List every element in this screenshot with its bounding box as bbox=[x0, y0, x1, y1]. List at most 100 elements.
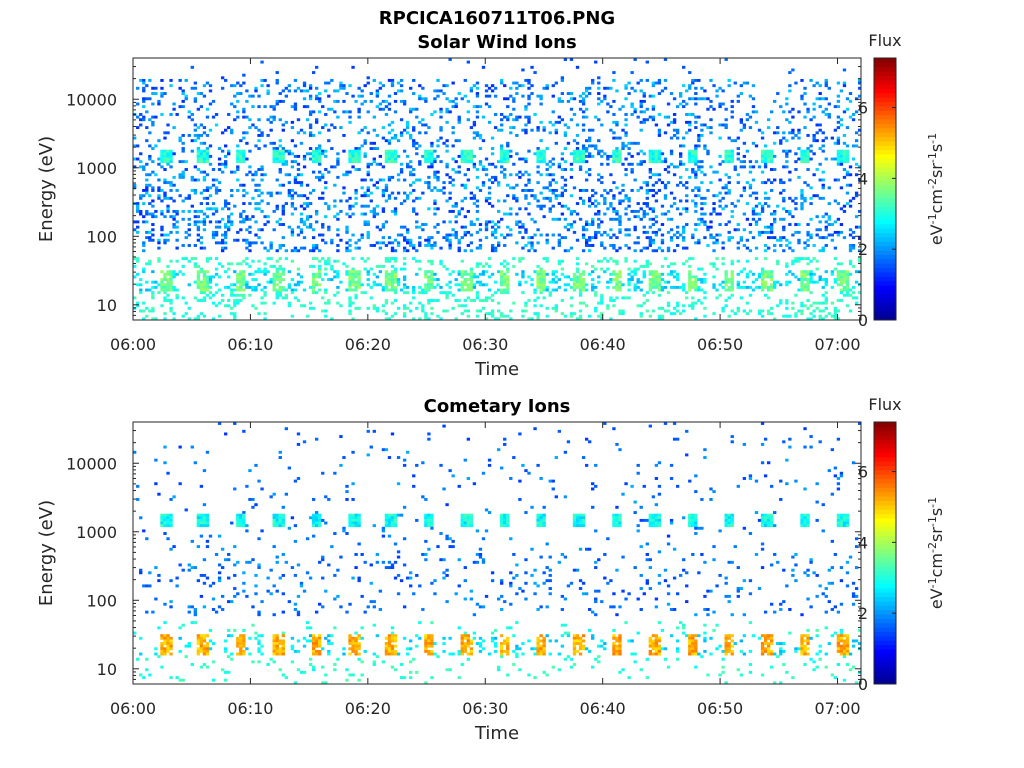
heatmap-cell bbox=[803, 115, 807, 119]
heatmap-cell bbox=[757, 128, 762, 132]
heatmap-cell bbox=[760, 278, 765, 281]
heatmap-cell bbox=[372, 209, 376, 213]
heatmap-cell bbox=[151, 293, 155, 297]
heatmap-cell bbox=[430, 149, 434, 153]
heatmap-cell bbox=[214, 283, 219, 287]
heatmap-cell bbox=[196, 220, 201, 224]
heatmap-cell bbox=[848, 199, 853, 203]
heatmap-cell bbox=[472, 299, 477, 302]
heatmap-cell bbox=[575, 317, 580, 321]
heatmap-cell bbox=[821, 178, 825, 182]
heatmap-cell bbox=[430, 157, 434, 161]
heatmap-cell bbox=[224, 223, 228, 226]
heatmap-cell bbox=[181, 141, 185, 145]
heatmap-cell bbox=[791, 233, 795, 237]
heatmap-cell bbox=[691, 257, 695, 261]
heatmap-cell bbox=[142, 194, 146, 198]
heatmap-cell bbox=[384, 189, 389, 192]
heatmap-cell bbox=[490, 181, 495, 185]
heatmap-cell bbox=[584, 288, 589, 292]
heatmap-cell bbox=[230, 189, 234, 192]
heatmap-cell bbox=[205, 157, 210, 161]
heatmap-cell bbox=[348, 312, 352, 316]
heatmap-cell bbox=[578, 149, 583, 153]
heatmap-cell bbox=[193, 99, 197, 103]
heatmap-cell bbox=[424, 152, 428, 156]
heatmap-cell bbox=[588, 314, 592, 318]
heatmap-cell bbox=[594, 309, 598, 313]
heatmap-cell bbox=[685, 89, 689, 93]
heatmap-cell bbox=[721, 89, 725, 93]
heatmap-cell bbox=[384, 272, 389, 276]
heatmap-cell bbox=[578, 278, 583, 281]
heatmap-cell bbox=[493, 280, 498, 284]
heatmap-cell bbox=[472, 285, 477, 289]
heatmap-cell bbox=[575, 160, 580, 164]
heatmap-cell bbox=[169, 149, 173, 153]
heatmap-cell bbox=[172, 217, 176, 221]
heatmap-cells bbox=[133, 422, 862, 685]
heatmap-cell bbox=[302, 157, 307, 161]
heatmap-cell bbox=[363, 139, 367, 143]
heatmap-cell bbox=[160, 189, 164, 192]
heatmap-cell bbox=[675, 244, 680, 247]
heatmap-cell bbox=[682, 105, 686, 109]
heatmap-cell bbox=[469, 196, 474, 200]
heatmap-cell bbox=[418, 244, 422, 247]
heatmap-cell bbox=[730, 157, 734, 161]
heatmap-cell bbox=[311, 152, 316, 156]
heatmap-cell bbox=[563, 58, 568, 61]
heatmap-cell bbox=[584, 220, 589, 224]
heatmap-cell bbox=[724, 204, 728, 208]
heatmap-cell bbox=[842, 68, 847, 72]
heatmap-cell bbox=[345, 212, 349, 216]
heatmap-cell bbox=[166, 152, 170, 156]
heatmap-cell bbox=[509, 317, 513, 321]
heatmap-cell bbox=[299, 181, 304, 185]
heatmap-cell bbox=[263, 291, 267, 295]
heatmap-cell bbox=[845, 160, 850, 164]
heatmap-cell bbox=[136, 225, 140, 229]
heatmap-cell bbox=[554, 128, 558, 132]
heatmap-cell bbox=[299, 128, 304, 132]
heatmap-cell bbox=[469, 220, 474, 224]
heatmap-cell bbox=[627, 147, 631, 150]
heatmap-cell bbox=[609, 317, 613, 321]
heatmap-cell bbox=[208, 257, 213, 261]
heatmap-cell bbox=[263, 293, 267, 297]
heatmap-cell bbox=[682, 84, 686, 88]
heatmap-cell bbox=[324, 202, 328, 206]
heatmap-cell bbox=[715, 212, 719, 216]
heatmap-cell bbox=[609, 296, 613, 300]
heatmap-cell bbox=[487, 178, 492, 182]
heatmap-cell bbox=[390, 278, 395, 281]
heatmap-cell bbox=[336, 162, 340, 166]
heatmap-cell bbox=[433, 89, 437, 93]
heatmap-cell bbox=[654, 123, 659, 127]
heatmap-cell bbox=[594, 199, 598, 203]
heatmap-cell bbox=[351, 275, 355, 279]
heatmap-cell bbox=[551, 84, 555, 88]
heatmap-cell bbox=[181, 568, 185, 572]
heatmap-cell bbox=[142, 89, 146, 93]
heatmap-cell bbox=[214, 123, 219, 127]
heatmap-cell bbox=[824, 270, 828, 274]
heatmap-cell bbox=[224, 144, 228, 148]
heatmap-cell bbox=[433, 160, 437, 164]
heatmap-cell bbox=[418, 241, 422, 245]
heatmap-cell bbox=[763, 249, 768, 253]
heatmap-cell bbox=[572, 149, 577, 153]
heatmap-cell bbox=[409, 173, 413, 177]
heatmap-cell bbox=[208, 220, 213, 224]
heatmap-cell bbox=[278, 118, 282, 122]
colorbar-segment bbox=[874, 241, 896, 247]
heatmap-cell bbox=[500, 154, 504, 158]
heatmap-cell bbox=[518, 259, 522, 263]
heatmap-cell bbox=[645, 196, 649, 200]
heatmap-cell bbox=[205, 149, 210, 153]
heatmap-cell bbox=[427, 160, 431, 164]
heatmap-cell bbox=[597, 259, 601, 263]
heatmap-cell bbox=[478, 162, 483, 166]
heatmap-cell bbox=[145, 230, 149, 234]
heatmap-cell bbox=[151, 160, 155, 164]
